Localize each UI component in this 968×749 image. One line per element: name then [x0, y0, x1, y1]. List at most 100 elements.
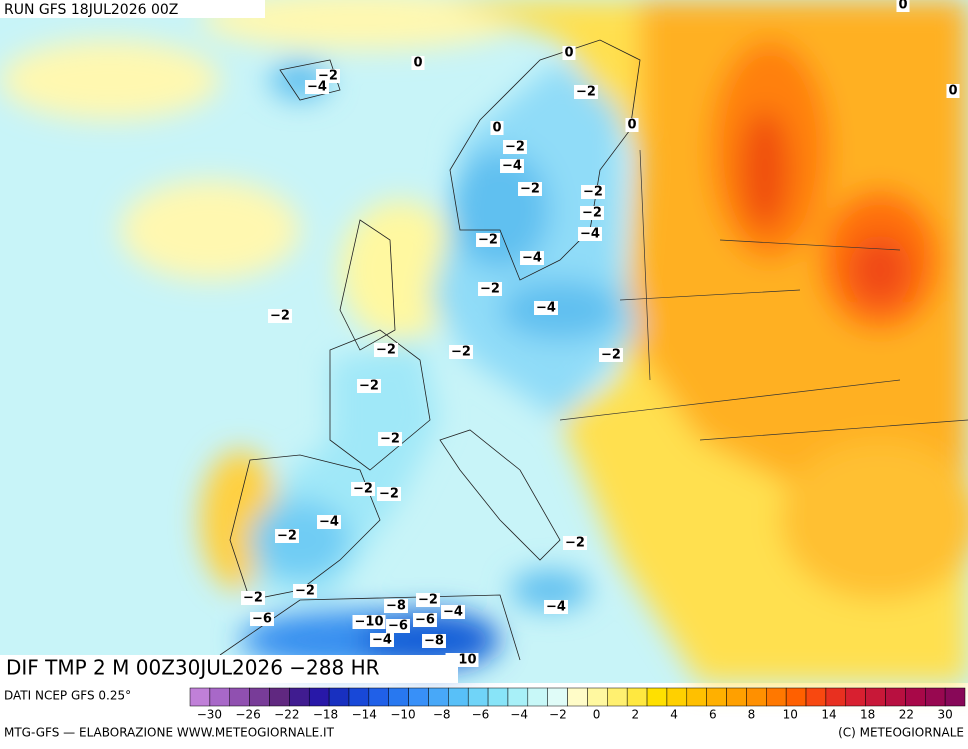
colorbar-label: 4: [670, 708, 678, 722]
colorbar-swatch: [905, 687, 926, 707]
contour-label-box: [352, 615, 386, 629]
run-header: RUN GFS 18JUL2026 00Z: [4, 2, 178, 18]
contour-label-text: −2: [270, 309, 290, 324]
colorbar-label: 14: [821, 708, 836, 722]
contour-label-box: [293, 584, 317, 598]
contour-label: −2: [378, 432, 402, 447]
contour-label-box: [416, 593, 440, 607]
colorbar-swatch: [507, 687, 529, 707]
contour-label: 0: [562, 46, 576, 61]
contour-label-text: −2: [295, 584, 315, 599]
contour-label-box: [384, 599, 408, 613]
colorbar-swatch: [189, 687, 211, 707]
contour-label: −4: [544, 600, 568, 615]
contour-label-text: −2: [478, 233, 498, 248]
contour-label-text: −2: [418, 593, 438, 608]
colorbar-swatch: [845, 687, 866, 707]
colorbar-swatch: [925, 687, 946, 707]
contour-label: −10: [352, 615, 386, 630]
contour-label-text: −2: [359, 379, 379, 394]
contour-label-box: [316, 69, 340, 83]
contour-label-box: [478, 282, 502, 296]
contour-label-box: [250, 612, 274, 626]
contour-label-box: [625, 118, 639, 132]
colorbar-swatch: [487, 687, 509, 707]
colorbar-swatch: [587, 687, 608, 707]
colorbar-swatch: [308, 687, 330, 707]
contour-label: −2: [377, 487, 401, 502]
contour-label: −2: [503, 140, 527, 155]
contour-label: −2: [449, 345, 473, 360]
colorbar-swatch: [229, 687, 250, 707]
contour-label-box: [275, 529, 299, 543]
contour-label-text: −2: [243, 591, 263, 606]
contour-label-box: [449, 345, 473, 359]
contour-label-text: −8: [386, 599, 406, 614]
contour-label-text: 0: [898, 0, 907, 13]
colorbar-swatch: [467, 687, 489, 707]
contour-label-box: [386, 619, 410, 633]
contour-label-text: −4: [580, 227, 600, 242]
colorbar-swatch: [686, 687, 707, 707]
contour-label-text: −4: [536, 301, 556, 316]
colorbar-swatch: [825, 687, 847, 707]
contour-label: −2: [351, 482, 375, 497]
colorbar-label: 8: [748, 708, 756, 722]
contour-label-text: −4: [502, 159, 522, 174]
contour-label: −2: [574, 85, 598, 100]
colorbar-swatch: [746, 687, 767, 707]
colorbar-swatch: [626, 687, 648, 707]
contour-label-text: −2: [379, 487, 399, 502]
contour-label-text: −6: [252, 612, 272, 627]
contour-label-text: −8: [424, 634, 444, 649]
contour-label-text: 0: [492, 121, 501, 136]
colorbar-label: 2: [632, 708, 640, 722]
contour-label-box: [599, 348, 623, 362]
colorbar-label: −22: [274, 708, 299, 722]
contour-label-box: [357, 379, 381, 393]
contour-label-text: −4: [522, 251, 542, 266]
colorbar-swatch: [547, 687, 568, 707]
colorbar-swatch: [885, 687, 906, 707]
contour-label-box: [441, 605, 465, 619]
contour-label-box: [562, 46, 576, 60]
contour-label: 0: [411, 56, 425, 71]
contour-label-box: [377, 487, 401, 501]
contour-label-box: [578, 227, 602, 241]
contour-label-box: [317, 515, 341, 529]
contour-label: −2: [374, 343, 398, 358]
colorbar-swatch: [766, 687, 787, 707]
colorbar-swatch: [428, 687, 449, 707]
contour-label-box: [305, 80, 329, 94]
contour-label-text: −4: [307, 80, 327, 95]
contour-label-text: −10: [355, 615, 384, 630]
title-box: [0, 655, 458, 683]
contour-label: −8: [384, 599, 408, 614]
contour-label-box: [946, 84, 960, 98]
contour-label: −6: [413, 613, 437, 628]
contour-label: −2: [478, 282, 502, 297]
colorbar-swatch: [448, 687, 469, 707]
map-title: DIF TMP 2 M 00Z30JUL2026 −288 HR: [6, 656, 380, 680]
contour-label: −2: [275, 529, 299, 544]
contour-label-text: 0: [413, 56, 422, 71]
contour-label-text: −2: [576, 85, 596, 100]
colorbar-swatch: [289, 687, 310, 707]
contour-label: −4: [441, 605, 465, 620]
colorbar-swatch: [388, 687, 409, 707]
contour-label-box: [563, 536, 587, 550]
contour-label-text: −2: [480, 282, 500, 297]
contour-label: −2: [357, 379, 381, 394]
contour-label-text: 0: [948, 84, 957, 99]
contour-label-box: [476, 233, 500, 247]
contour-label-box: [580, 206, 604, 220]
contour-label-text: −2: [520, 182, 540, 197]
contour-label-text: −4: [372, 633, 392, 648]
contour-label: −2: [316, 69, 340, 84]
contour-label-text: −2: [277, 529, 297, 544]
source-label: DATI NCEP GFS 0.25°: [4, 689, 131, 703]
colorbar-label: −14: [352, 708, 377, 722]
contour-label: −6: [250, 612, 274, 627]
